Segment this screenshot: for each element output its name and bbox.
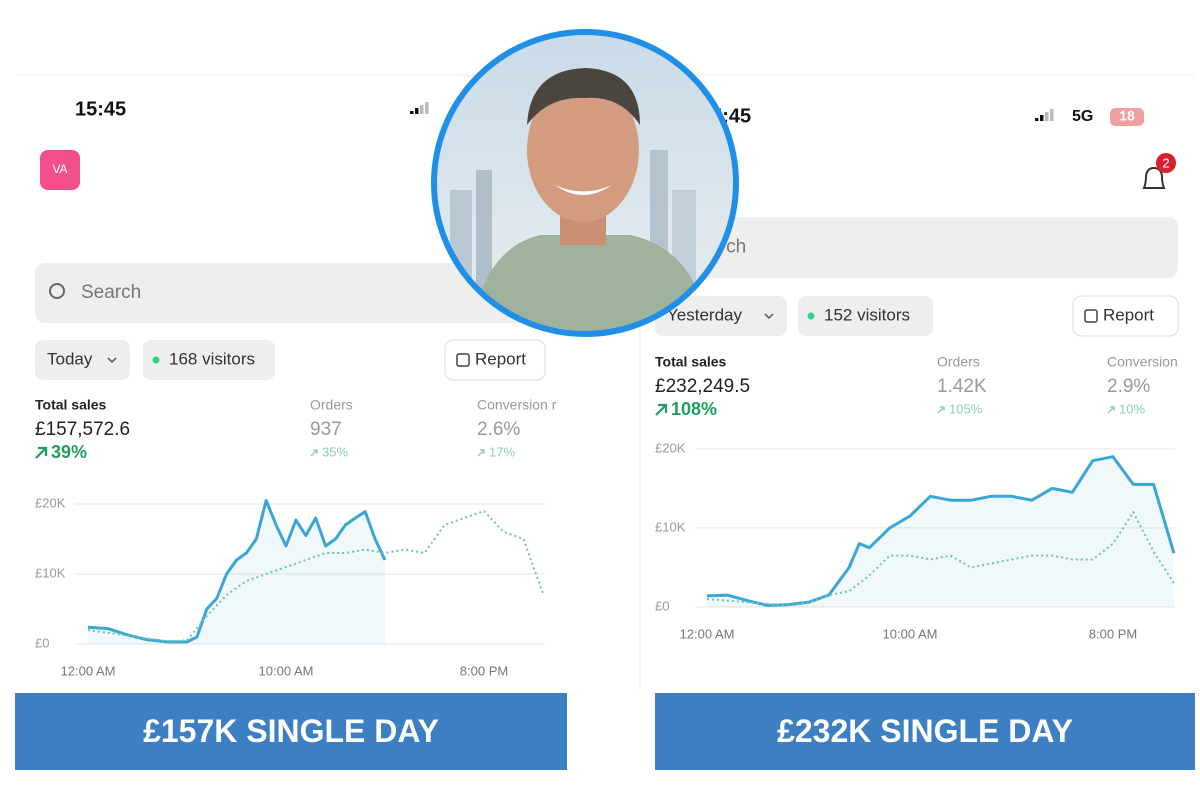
report-label: Report: [475, 349, 526, 368]
x-tick-label: 8:00 PM: [460, 663, 508, 678]
y-tick-label: £10K: [655, 519, 686, 534]
report-icon: [456, 353, 470, 367]
y-tick-label: £20K: [35, 495, 66, 510]
metric-change: 39%: [51, 442, 87, 462]
visitors-pill: [798, 296, 933, 336]
comparison-line: [87, 510, 545, 643]
network: 5G: [1072, 108, 1093, 125]
visitors-pill: [143, 340, 275, 380]
trend-arrow: [1107, 406, 1115, 414]
search-placeholder: Search: [81, 282, 141, 303]
comparison-line: [706, 511, 1175, 607]
metric-label: Conversion r: [477, 397, 557, 413]
metric-value: 1.42K: [937, 376, 987, 397]
date-filter[interactable]: [35, 340, 130, 380]
metric-change: 105%: [949, 401, 983, 416]
x-tick-label: 12:00 AM: [61, 663, 116, 678]
metric-change: 10%: [1119, 401, 1145, 416]
metric-change: 35%: [322, 444, 348, 459]
metric-value: £232,249.5: [655, 376, 750, 397]
y-tick-label: £20K: [655, 440, 686, 455]
report-button[interactable]: [1072, 295, 1179, 337]
metric-label: Orders: [937, 354, 980, 370]
metric-value: £157,572.6: [35, 419, 130, 440]
metric-value: 2.6%: [477, 419, 520, 440]
banner: [15, 693, 567, 770]
y-tick-label: £10K: [35, 565, 66, 580]
signal-bar: [415, 108, 419, 114]
search-box[interactable]: [640, 217, 1178, 278]
bell-icon: [1142, 166, 1166, 189]
metric-value: 2.9%: [1107, 376, 1150, 397]
banner-text: £232K SINGLE DAY: [777, 713, 1073, 749]
store-initials: VA: [52, 162, 67, 176]
x-tick-label: 10:00 AM: [259, 663, 314, 678]
metric-label: Total sales: [655, 354, 727, 370]
metric-label: Conversion: [1107, 354, 1178, 370]
metric-change: 17%: [489, 444, 515, 459]
battery-level: 18: [1119, 108, 1135, 124]
banner: [655, 693, 1195, 770]
report-label: Report: [1103, 305, 1154, 324]
panels: 15:45 VA Search Today 168 visitors Report Tota…: [15, 98, 1195, 770]
signal-bar: [1035, 118, 1039, 121]
trend-arrow: [310, 449, 318, 457]
search-icon: [49, 283, 65, 299]
x-tick-label: 12:00 AM: [680, 626, 735, 641]
report-icon: [1084, 309, 1098, 323]
live-dot: [807, 312, 815, 320]
date-filter[interactable]: [655, 296, 787, 336]
store-avatar: [40, 150, 80, 190]
signal-bar: [1040, 115, 1044, 121]
trend-arrow: [35, 446, 48, 459]
date-filter-label: Yesterday: [667, 305, 742, 324]
metric-label: Orders: [310, 397, 353, 413]
x-tick-label: 8:00 PM: [1089, 626, 1137, 641]
report-button[interactable]: [444, 339, 546, 381]
search-box[interactable]: [35, 263, 600, 323]
banner-text: £157K SINGLE DAY: [143, 713, 439, 749]
metric-label: Total sales: [35, 397, 107, 413]
signal-bar: [420, 105, 424, 114]
y-tick-label: £0: [35, 635, 49, 650]
visitors-label: 152 visitors: [824, 305, 910, 324]
signal-bar: [1050, 109, 1054, 121]
trend-arrow: [937, 406, 945, 414]
y-tick-label: £0: [655, 598, 669, 613]
x-tick-label: 10:00 AM: [883, 626, 938, 641]
sales-line: [87, 499, 387, 644]
trend-arrow: [655, 403, 668, 416]
profile-photo: [431, 29, 739, 337]
signal-bar: [410, 111, 414, 114]
signal-bar: [425, 102, 429, 114]
visitors-label: 168 visitors: [169, 349, 255, 368]
date-filter-label: Today: [47, 349, 93, 368]
metric-change: 108%: [671, 399, 717, 419]
notification-count: 2: [1162, 155, 1169, 170]
live-dot: [152, 356, 160, 364]
trend-arrow: [477, 449, 485, 457]
notification-badge: [1156, 153, 1176, 173]
metric-value: 937: [310, 419, 342, 440]
chevron: [764, 313, 774, 320]
area-fill: [88, 500, 385, 644]
battery: [1110, 108, 1144, 126]
area-fill: [707, 456, 1174, 607]
signal-bar: [1045, 112, 1049, 121]
status-time: 15:45: [75, 98, 126, 120]
chevron: [107, 357, 117, 364]
